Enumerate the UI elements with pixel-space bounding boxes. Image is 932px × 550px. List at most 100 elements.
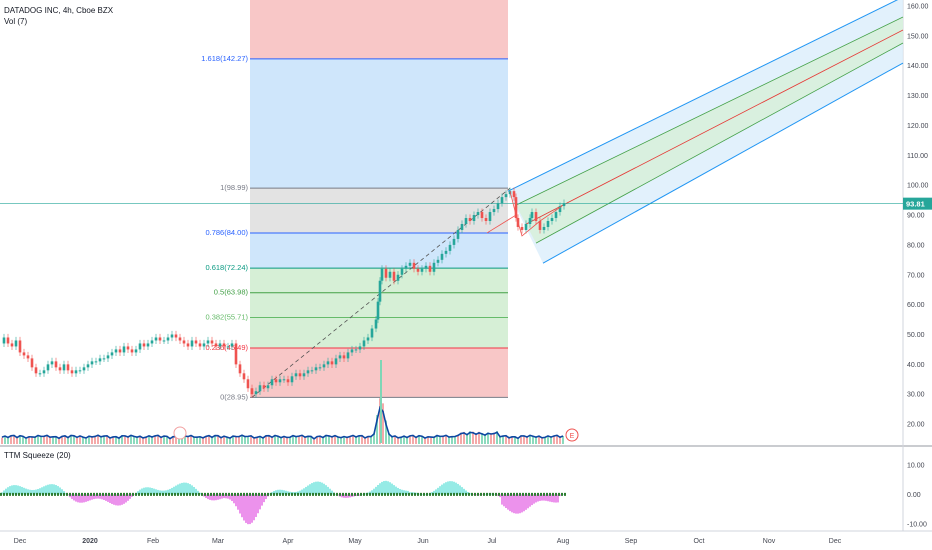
earnings-label: E [570,433,575,440]
candle-body [250,388,254,395]
candle-body [370,328,374,338]
price-tick: 160.00 [907,3,929,10]
candle-body [26,355,30,359]
candle-body [456,229,460,239]
volume-bar [559,437,561,444]
volume-bar [493,432,495,444]
volume-bar [286,437,288,444]
volume-bar [391,436,393,444]
price-tick: 20.00 [907,422,925,429]
squeeze-bar [107,494,109,502]
volume-bar [250,435,252,444]
candle-body [512,191,516,198]
squeeze-bar [511,494,513,513]
squeeze-bar [393,485,395,495]
candle-body [362,340,366,347]
fib-label-0.786: 0.786(84.00) [205,228,248,237]
volume-bar [217,435,219,444]
volume-bar [13,435,15,444]
volume-bar [544,437,546,444]
volume-bar [466,434,468,444]
channel-upper-inner-line [515,16,904,206]
volume-bar [328,435,330,444]
candle-body [294,373,298,377]
candle-body [290,376,294,383]
squeeze-bar [145,487,147,495]
candle-body [38,373,42,375]
volume-bar [244,436,246,444]
squeeze-bar [171,487,173,495]
squeeze-bar [315,481,317,495]
candle-body [134,349,138,353]
candle-body [496,203,500,210]
volume-bar [346,437,348,444]
candle-body [22,352,26,356]
volume-bar [25,438,27,444]
volume-bar [253,438,255,444]
volume-bar [535,437,537,444]
volume-bar [166,436,168,444]
volume-bar [334,435,336,444]
candle-body [158,337,162,341]
squeeze-bar [345,494,347,498]
volume-bar [481,433,483,444]
volume-bar [340,438,342,444]
volume-bar [103,436,105,444]
candle-body [504,194,508,198]
squeeze-bar [19,486,21,495]
volume-bar [553,435,555,444]
squeeze-bar [109,494,111,503]
volume-bar [88,436,90,444]
volume-bar [70,435,72,444]
volume-bar [295,436,297,444]
squeeze-bar [321,482,323,495]
squeeze-histogram [1,480,565,525]
squeeze-bar [47,484,49,495]
candle-body [170,334,174,338]
volume-bar [265,435,267,444]
squeeze-bar [45,485,47,495]
squeeze-bar [137,491,139,495]
volume-bar [241,435,243,444]
volume-bar [109,438,111,444]
squeeze-bar [391,483,393,495]
squeeze-bar [555,494,557,503]
volume-bar [562,435,564,444]
candle-body [270,379,274,386]
volume-bar [451,436,453,444]
candle-body [534,212,538,222]
squeeze-bar [49,484,51,495]
volume-bar [112,437,114,444]
squeeze-bar [241,494,243,518]
squeeze-bar [79,494,81,503]
fib-zone-786 [250,232,508,269]
candle-body [374,319,378,329]
candle-body [90,361,94,365]
last-price-label: 93.81 [906,200,925,209]
volume-bar [100,437,102,444]
squeeze-bar [3,490,5,495]
channel-bottom-line [542,62,904,264]
volume-bar [196,437,198,444]
squeeze-bar [57,486,59,495]
volume-bar [454,436,456,444]
candle-body [162,340,166,342]
volume-bar [511,437,513,444]
candle-body [86,364,90,368]
candle-body [58,367,62,371]
volume-bar [124,435,126,444]
candle-body [354,349,358,351]
time-tick: Dec [14,538,27,545]
squeeze-bar [249,494,251,525]
squeeze-bar [521,494,523,513]
volume-bar [349,436,351,444]
candle-body [514,197,518,219]
squeeze-bar [111,494,113,504]
candle-body [78,370,82,372]
volume-bar [526,437,528,444]
squeeze-bar [501,494,503,505]
squeeze-bar [453,481,455,495]
indicator-tick: 10.00 [907,462,925,469]
volume-bar [310,436,312,444]
